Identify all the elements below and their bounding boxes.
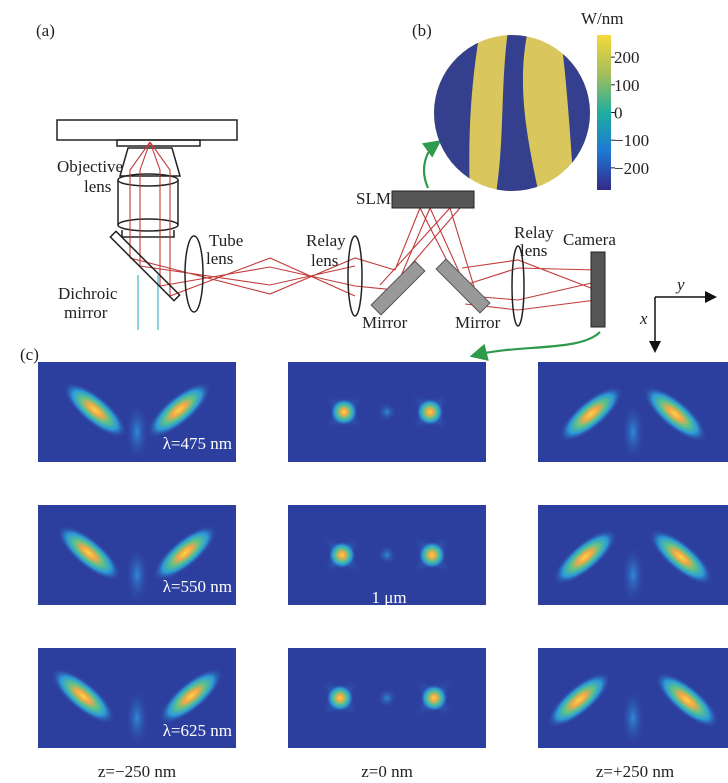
- scale-bar-label: 1 μm: [371, 588, 406, 607]
- spot: [377, 402, 397, 422]
- spot: [621, 402, 645, 462]
- label: lens: [311, 251, 338, 270]
- phase-mask: [430, 30, 600, 200]
- spot: [416, 398, 444, 426]
- spot: [377, 545, 397, 565]
- label: mirror: [64, 303, 108, 322]
- label: Mirror: [362, 313, 408, 332]
- camera: [591, 252, 605, 327]
- slm: [392, 191, 474, 208]
- colorbar-tick-label: −200: [614, 159, 649, 178]
- colorbar: [597, 35, 611, 190]
- label: Dichroic: [58, 284, 118, 303]
- mirror: [436, 259, 490, 313]
- spot: [326, 684, 354, 712]
- spot: [377, 688, 397, 708]
- spot: [330, 398, 358, 426]
- relay-lens: [348, 236, 362, 316]
- dichroic-mirror: [110, 231, 179, 300]
- label: Camera: [563, 230, 616, 249]
- z-label: z=0 nm: [361, 762, 413, 781]
- spot: [125, 545, 149, 605]
- spot: [621, 688, 645, 748]
- colorbar-tick-label: 200: [614, 48, 640, 67]
- spot: [125, 402, 149, 462]
- colorbar-tick-label: 100: [614, 76, 640, 95]
- spot: [125, 688, 149, 748]
- panel-label: (a): [36, 21, 55, 40]
- label: Mirror: [455, 313, 501, 332]
- label: lens: [520, 241, 547, 260]
- colorbar-tick-label: 0: [614, 104, 623, 123]
- colorbar-tick-label: −100: [614, 131, 649, 150]
- axis-label: x: [639, 309, 648, 328]
- panel-label: (c): [20, 345, 39, 364]
- label: lens: [84, 177, 111, 196]
- label: lens: [206, 249, 233, 268]
- label: SLM: [356, 189, 391, 208]
- spot: [418, 541, 446, 569]
- spot: [420, 684, 448, 712]
- figure: (a) (b) (c) y x Objective lens Tube lens…: [0, 0, 728, 783]
- spot: [328, 541, 356, 569]
- arrow: [424, 144, 436, 188]
- arrow: [476, 332, 600, 355]
- label: Relay: [514, 223, 554, 242]
- label: Objective: [57, 157, 123, 176]
- colorbar-unit: W/nm: [581, 9, 624, 28]
- wavelength-label: λ=625 nm: [163, 721, 232, 740]
- label: Tube: [209, 231, 243, 250]
- wavelength-label: λ=475 nm: [163, 434, 232, 453]
- wavelength-label: λ=550 nm: [163, 577, 232, 596]
- spot: [621, 545, 645, 605]
- label: Relay: [306, 231, 346, 250]
- z-label: z=+250 nm: [596, 762, 674, 781]
- axis-label: y: [675, 275, 685, 294]
- panel-label: (b): [412, 21, 432, 40]
- z-label: z=−250 nm: [98, 762, 176, 781]
